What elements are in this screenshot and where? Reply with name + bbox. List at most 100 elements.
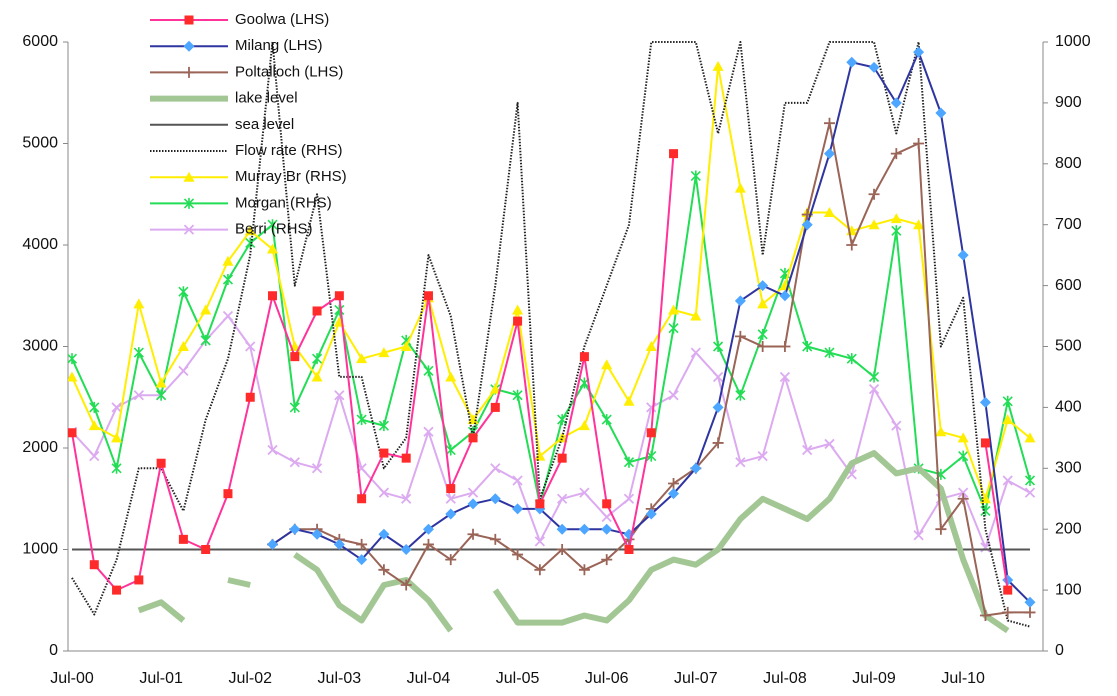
y2-tick-label: 100 <box>1055 581 1082 598</box>
data-point <box>556 544 568 555</box>
data-point <box>535 499 545 509</box>
data-point <box>512 549 524 561</box>
data-point <box>422 523 434 535</box>
data-point <box>512 304 524 315</box>
data-point <box>512 389 523 401</box>
data-point <box>734 182 746 193</box>
legend-marker <box>183 224 195 235</box>
data-point <box>289 523 301 535</box>
series-line <box>137 450 1010 634</box>
data-point <box>1024 487 1036 498</box>
data-point <box>668 304 680 315</box>
data-point <box>868 219 880 230</box>
data-point <box>334 304 345 316</box>
data-point <box>156 458 166 468</box>
data-point <box>935 107 947 119</box>
data-point <box>757 298 769 309</box>
data-point <box>601 523 613 535</box>
data-point <box>579 487 590 498</box>
data-point <box>378 528 390 540</box>
data-point <box>1003 585 1013 595</box>
data-point <box>111 432 123 443</box>
data-point <box>401 493 412 504</box>
data-point <box>734 330 746 342</box>
data-point <box>557 453 567 463</box>
data-point <box>713 341 724 352</box>
data-point <box>890 213 902 224</box>
data-point <box>578 523 590 535</box>
x-tick-label: Jul-05 <box>496 670 540 687</box>
data-point <box>534 564 546 576</box>
y2-tick-label: 900 <box>1055 94 1082 111</box>
series-line <box>71 153 1009 592</box>
data-point <box>868 188 880 200</box>
data-point <box>222 255 234 266</box>
y2-tick-label: 0 <box>1055 642 1064 659</box>
data-point <box>578 564 590 576</box>
data-point <box>757 280 769 292</box>
data-point <box>512 503 524 515</box>
y2-tick-label: 500 <box>1055 338 1082 355</box>
data-point <box>534 450 546 461</box>
data-point <box>890 97 902 109</box>
legend: Goolwa (LHS) Milang (LHS) Poltalloch (LHS)… <box>150 11 347 238</box>
data-point <box>489 493 501 505</box>
data-point <box>446 484 456 494</box>
series-line <box>71 315 1031 549</box>
data-point <box>1024 432 1036 443</box>
data-point <box>467 414 479 425</box>
data-point <box>445 508 457 520</box>
data-point <box>68 371 78 382</box>
data-point <box>601 511 612 523</box>
data-point <box>823 117 835 129</box>
data-point <box>357 494 367 504</box>
data-point <box>423 365 434 377</box>
data-point <box>423 426 434 437</box>
data-point <box>802 444 813 456</box>
data-point <box>356 554 368 566</box>
x-tick-label: Jul-09 <box>852 670 896 687</box>
legend-label: Poltalloch (LHS) <box>235 63 343 80</box>
data-point <box>690 310 702 321</box>
data-point <box>602 499 612 509</box>
data-point <box>490 402 500 412</box>
y2-tick-label: 600 <box>1055 277 1082 294</box>
data-point <box>690 170 701 182</box>
data-point <box>890 148 902 160</box>
data-point <box>134 575 144 585</box>
data-point <box>445 371 457 382</box>
data-point <box>356 538 368 550</box>
data-point <box>868 61 880 73</box>
data-point <box>223 489 233 499</box>
legend-marker <box>183 197 195 209</box>
x-tick-label: Jul-00 <box>50 670 94 687</box>
data-point <box>601 359 613 370</box>
data-point <box>267 538 279 550</box>
data-point <box>156 389 167 401</box>
data-point <box>290 352 300 362</box>
y-tick-label: 5000 <box>22 135 58 152</box>
data-point <box>891 420 902 431</box>
data-point <box>245 237 256 249</box>
data-point <box>735 457 746 468</box>
legend-marker <box>183 40 195 52</box>
data-point <box>645 508 657 520</box>
data-point <box>712 60 724 71</box>
x-tick-label: Jul-01 <box>139 670 183 687</box>
data-point <box>245 341 256 352</box>
data-point <box>623 456 635 468</box>
data-point <box>779 371 791 383</box>
data-point <box>624 545 634 554</box>
y-tick-label: 6000 <box>22 33 58 50</box>
data-point <box>1002 414 1014 425</box>
data-point <box>979 609 991 621</box>
data-point <box>467 498 479 510</box>
data-point <box>244 225 256 236</box>
data-point <box>668 478 680 490</box>
legend-marker <box>183 171 195 182</box>
x-tick-label: Jul-02 <box>228 670 272 687</box>
data-point <box>913 138 925 149</box>
data-point <box>846 56 858 68</box>
data-point <box>823 207 835 218</box>
